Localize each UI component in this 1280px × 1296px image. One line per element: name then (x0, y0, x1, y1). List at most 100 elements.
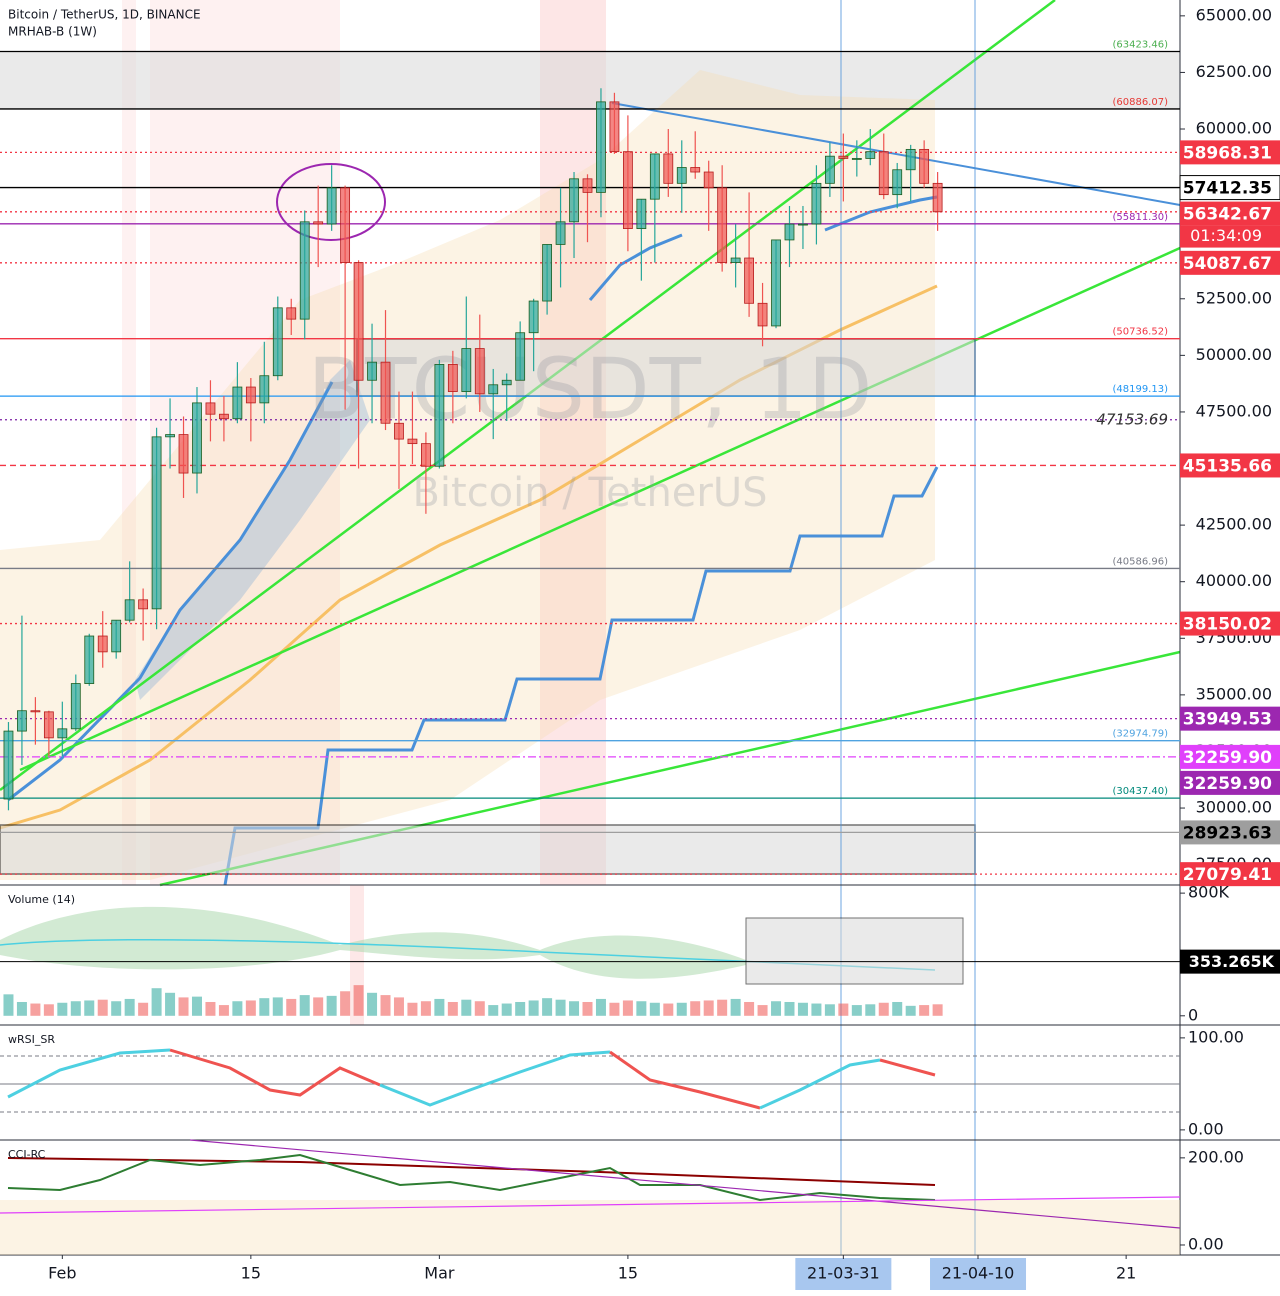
volume-bar (218, 1005, 229, 1016)
candle-body (299, 221, 310, 320)
candle-body (178, 434, 189, 474)
overlay-drawings (0, 0, 1181, 1255)
price-tag-label: 32259.90 (1183, 774, 1272, 794)
candle-body (515, 332, 526, 381)
candle-body (878, 151, 889, 196)
volume-bar (367, 992, 378, 1016)
volume-bar (663, 1003, 674, 1016)
volume-bar (744, 1001, 755, 1016)
price-tag-label: 54087.67 (1183, 254, 1272, 274)
volume-bar (595, 998, 606, 1016)
level-note: (48199.13) (1112, 384, 1168, 395)
level-note: (32974.79) (1112, 729, 1168, 740)
volume-bar (191, 996, 202, 1016)
volume-bar (582, 1001, 593, 1016)
candle-body (380, 361, 391, 424)
volume-bar (3, 994, 14, 1016)
volume-bar (205, 1001, 216, 1016)
candle-body (286, 307, 297, 320)
y-tick-label: 60000.00 (1196, 119, 1272, 138)
volume-bar (703, 1000, 714, 1016)
y-tick-label: 800K (1188, 883, 1230, 902)
price-tag-label: 28923.63 (1183, 823, 1272, 843)
price-tag (1180, 744, 1280, 769)
volume-bar (892, 1001, 903, 1016)
date-tag (930, 1258, 1027, 1290)
volume-title: Volume (14) (8, 893, 75, 906)
countdown-label: 01:34:09 (1190, 226, 1262, 245)
volume-bar (326, 995, 337, 1016)
candle-body (219, 413, 229, 420)
candle-body (690, 167, 701, 173)
volume-bar (165, 992, 176, 1016)
volume-bar (461, 999, 472, 1016)
candle-body (717, 187, 728, 263)
volume-bar (420, 1001, 431, 1016)
candle-body (326, 187, 337, 225)
y-tick-label: 100.00 (1188, 1027, 1244, 1046)
volume-bar (259, 998, 270, 1016)
volume-last-tag (1180, 949, 1280, 974)
volume-bar (771, 1001, 782, 1016)
volume-bar (838, 1003, 849, 1016)
price-tag (1180, 611, 1280, 636)
price-tag (1180, 140, 1280, 165)
price-tag-label: 58968.31 (1183, 143, 1272, 163)
indicator-title: MRHAB-B (1W) (8, 25, 97, 39)
price-tag (1180, 820, 1280, 845)
panel-title: wRSI_SR (8, 1033, 55, 1046)
volume-last-label: 353.265K (1189, 952, 1275, 971)
x-tick-label: 21-03-31 (807, 1264, 880, 1283)
volume-bar (70, 1001, 81, 1016)
y-tick-label: 0.00 (1188, 1119, 1224, 1138)
volume-bar (501, 1003, 512, 1016)
y-tick-label: 62500.00 (1196, 62, 1272, 81)
watermark: BTCUSDT, 1D (308, 340, 873, 438)
volume-bar (393, 997, 404, 1016)
candle-body (757, 302, 768, 327)
candle-body (151, 436, 162, 610)
date-tag (795, 1258, 892, 1290)
volume-bar (542, 998, 553, 1016)
volume-bar (609, 1002, 620, 1016)
y-tick-label: 0.00 (1188, 1234, 1224, 1253)
volume-bar (447, 1001, 458, 1016)
candle-body (434, 364, 445, 467)
candle-body (582, 178, 593, 193)
candle-body (663, 153, 674, 184)
volume-bar (84, 1000, 95, 1016)
candle-body (17, 710, 27, 732)
x-tick-label: 21-04-10 (942, 1264, 1015, 1283)
candle-body (730, 257, 741, 263)
candle-body (272, 307, 283, 377)
price-tag (1180, 862, 1280, 887)
y-tick-label: 40000.00 (1196, 571, 1272, 590)
price-tag-label: 32259.90 (1183, 748, 1272, 768)
candle-body (474, 348, 485, 395)
candle-body (124, 599, 135, 621)
volume-bar (16, 1001, 27, 1016)
volume-bar (757, 1005, 768, 1016)
oscillator-decor (0, 1048, 1181, 1255)
volume-bar (851, 1005, 862, 1016)
volume-bar (272, 997, 283, 1016)
level-note: (60886.07) (1112, 97, 1168, 108)
candle-body (367, 361, 377, 381)
candle-body (905, 148, 916, 171)
y-tick-label: 47500.00 (1196, 401, 1272, 420)
candle-body (636, 198, 647, 230)
price-tag-label: 57412.35 (1183, 179, 1272, 199)
candle-body (259, 375, 270, 404)
level-note: (50736.52) (1112, 327, 1168, 338)
volume-bar (649, 1002, 660, 1016)
watermark-sub: Bitcoin / TetherUS (412, 470, 767, 516)
candle-body (851, 158, 862, 160)
volume-bar (138, 1002, 149, 1016)
volume-bar (57, 1002, 68, 1016)
volume-bar (784, 1001, 795, 1016)
level-note: (40586.96) (1112, 556, 1168, 567)
level-text: 47153.69 (1096, 410, 1168, 428)
volume-bar (111, 1001, 122, 1016)
x-tick-label: Feb (48, 1264, 76, 1283)
y-tick-label: 50000.00 (1196, 345, 1272, 364)
